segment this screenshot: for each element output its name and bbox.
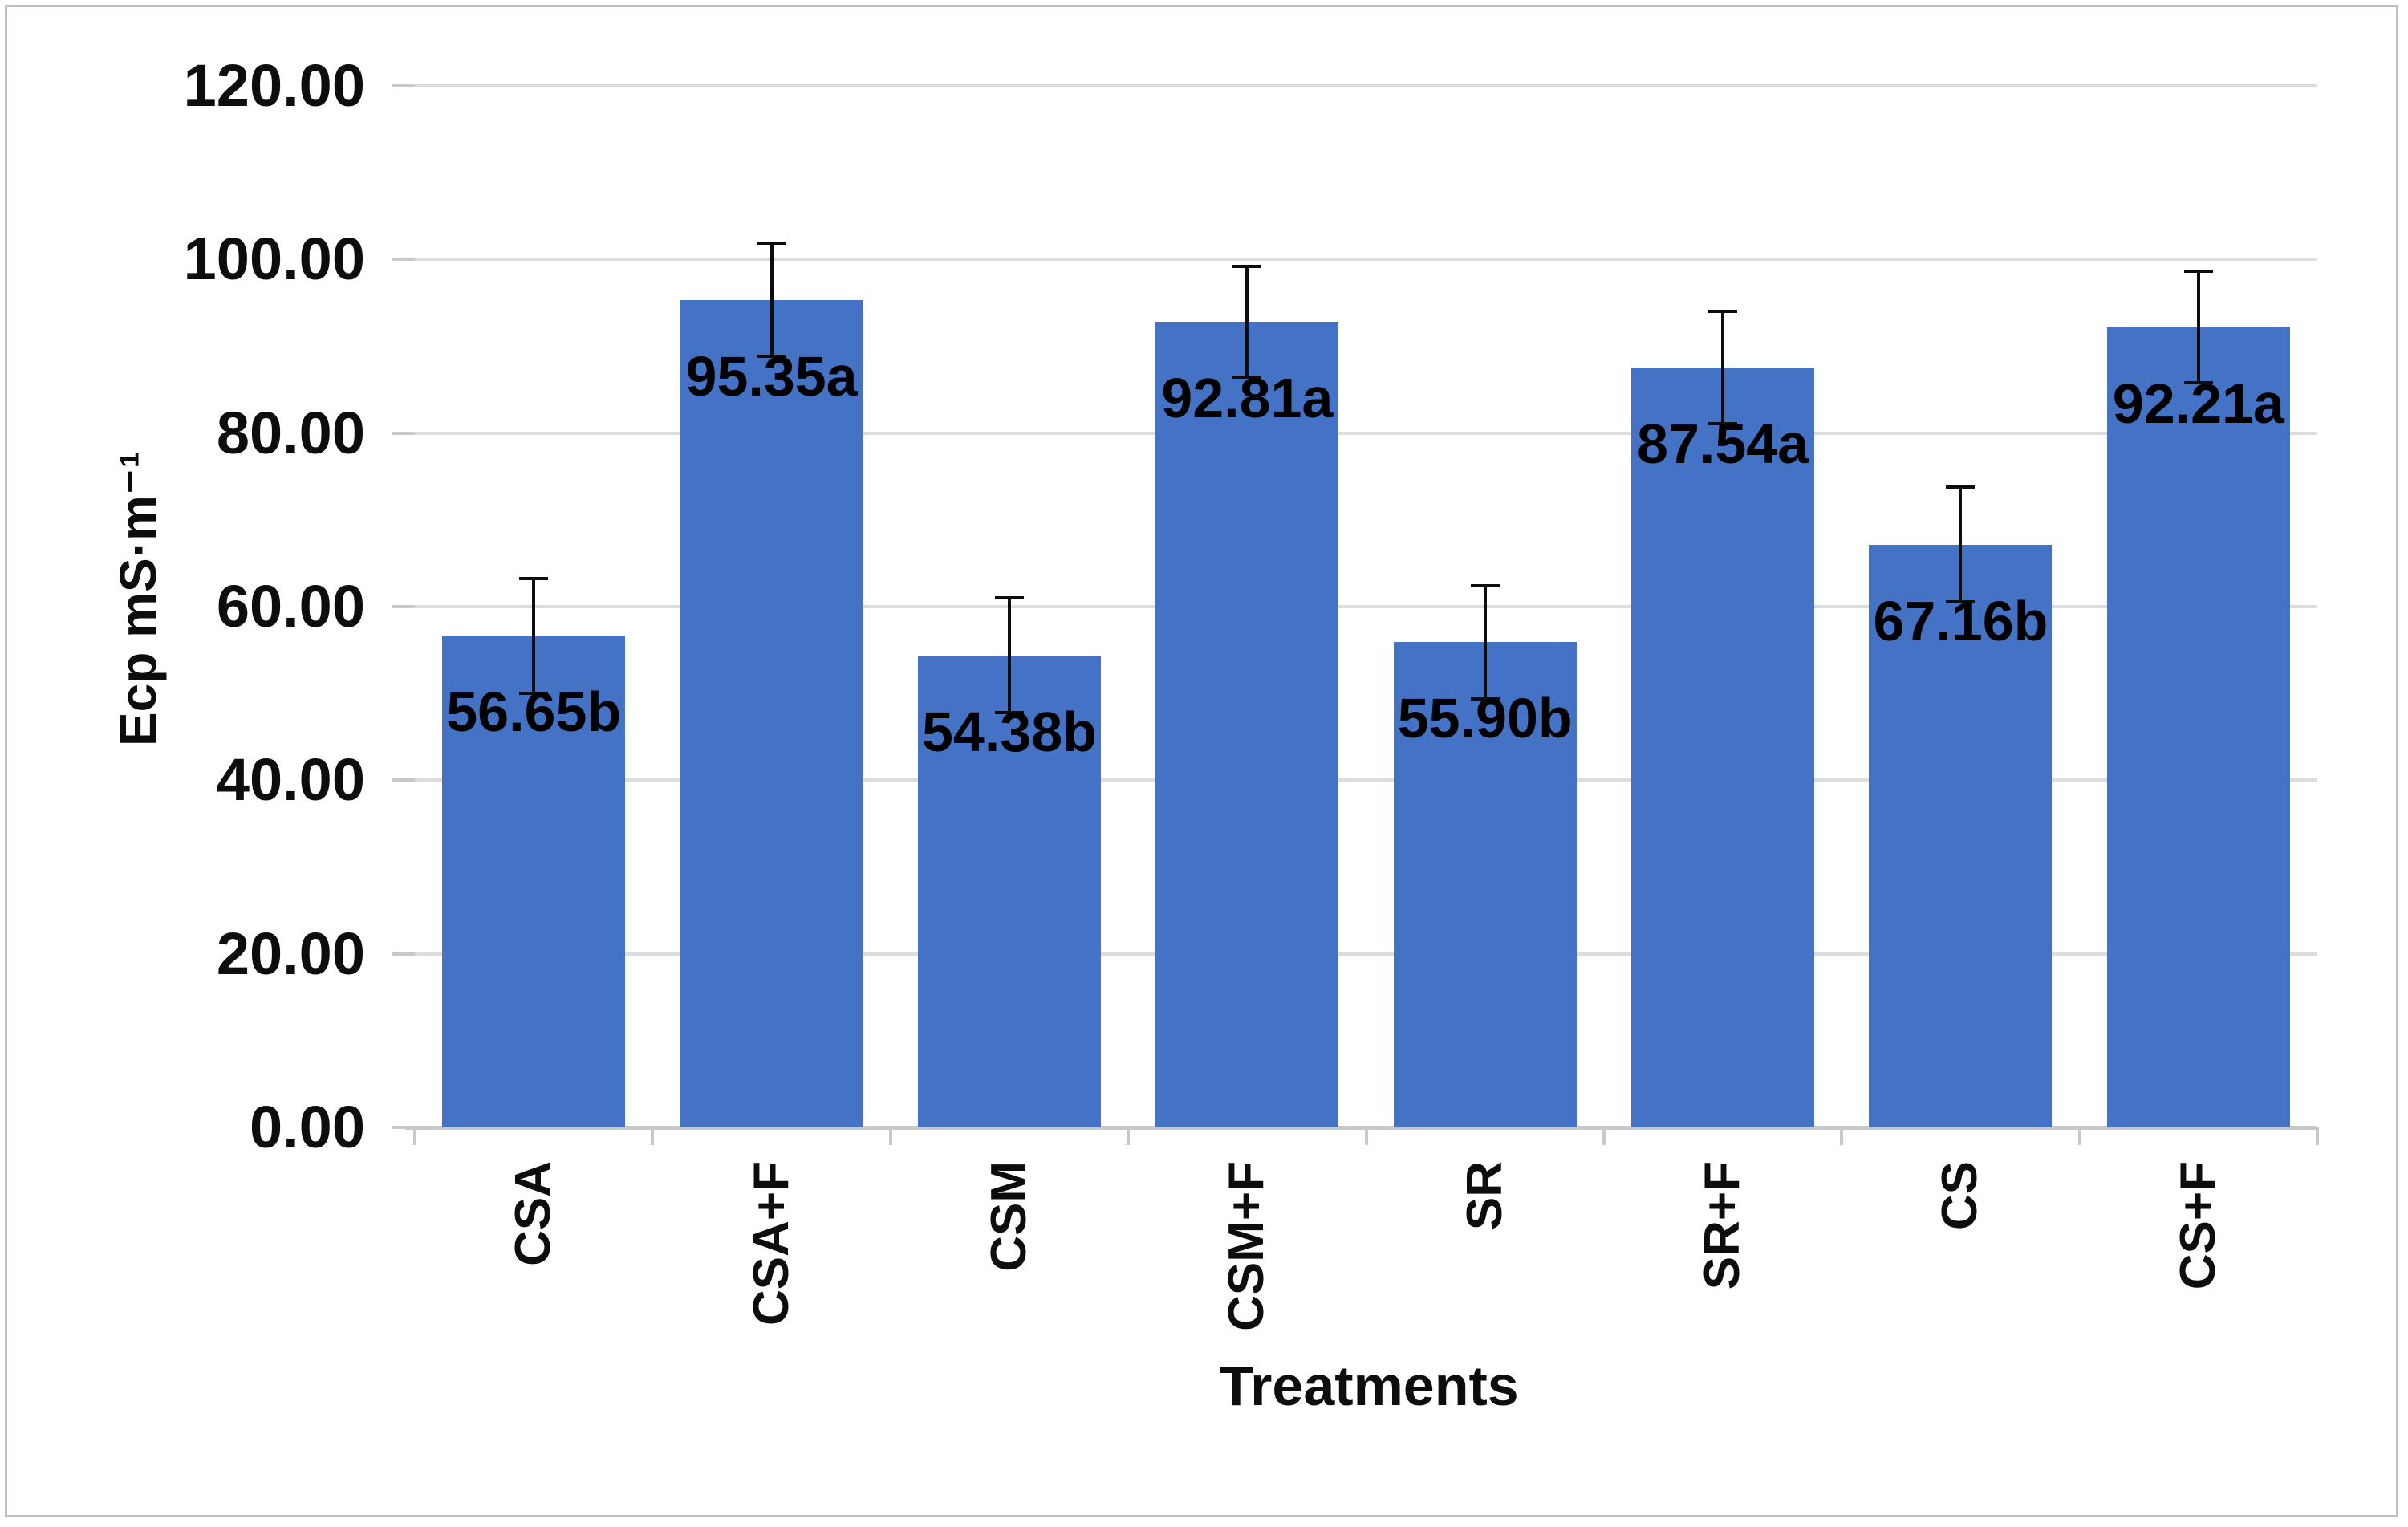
bar <box>917 655 1101 1127</box>
bar <box>442 636 626 1127</box>
bar-value-label: 92.81a <box>1161 367 1334 430</box>
error-bar-top-cap <box>994 596 1024 600</box>
error-bar <box>1959 487 1963 602</box>
bar-value-label: 87.54a <box>1637 412 1809 476</box>
y-tick-label: 20.00 <box>216 920 365 987</box>
x-category-label: SR <box>1456 1161 1513 1231</box>
bar <box>1155 322 1339 1127</box>
y-axis-tick <box>392 605 415 608</box>
error-bar-top-cap <box>2183 270 2213 274</box>
bar-value-label: 92.21a <box>2112 372 2284 435</box>
y-gridline <box>415 431 2317 435</box>
y-axis-tick <box>392 84 415 87</box>
error-bar <box>2196 271 2200 383</box>
error-bar-top-cap <box>757 241 786 245</box>
error-bar <box>1721 311 1725 424</box>
error-bar-top-cap <box>1232 264 1262 268</box>
x-axis-title: Treatments <box>1219 1354 1519 1417</box>
y-tick-label: 80.00 <box>216 399 365 466</box>
error-bar-top-cap <box>1708 309 1738 313</box>
bar-value-label: 67.16b <box>1873 589 2049 652</box>
x-axis-tick <box>2316 1127 2319 1145</box>
y-gridline <box>415 778 2317 782</box>
y-tick-label: 60.00 <box>216 573 365 640</box>
x-category-label: CSA <box>506 1161 562 1266</box>
error-bar <box>1483 586 1487 699</box>
y-tick-label: 120.00 <box>183 52 365 119</box>
x-axis-tick <box>888 1127 892 1145</box>
x-category-label: CS <box>1932 1161 1988 1231</box>
error-bar-bottom-cap <box>1470 696 1500 701</box>
x-category-label: CSM <box>981 1161 1037 1272</box>
bar <box>1869 544 2053 1127</box>
y-axis-tick <box>392 431 415 435</box>
error-bar-bottom-cap <box>994 711 1024 715</box>
y-tick-label: 40.00 <box>216 746 365 814</box>
y-axis-title: Ecp mS·m⁻¹ <box>109 450 167 747</box>
y-gridline <box>415 84 2317 87</box>
error-bar-bottom-cap <box>2183 380 2213 384</box>
error-bar-top-cap <box>1470 584 1500 588</box>
bar-value-label: 54.38b <box>921 700 1097 763</box>
x-axis-tick <box>1840 1127 1844 1145</box>
error-bar <box>1007 598 1011 713</box>
y-axis-tick <box>392 952 415 956</box>
bar-value-label: 56.65b <box>446 680 622 744</box>
error-bar-bottom-cap <box>519 691 549 695</box>
y-axis-tick <box>392 778 415 782</box>
x-axis-tick <box>2077 1127 2081 1145</box>
y-axis-tick <box>392 1126 415 1129</box>
bar <box>2106 327 2290 1127</box>
y-gridline <box>415 258 2317 262</box>
error-bar-top-cap <box>1946 485 1976 489</box>
x-category-label: CSA+F <box>743 1161 799 1326</box>
x-axis-tick <box>1127 1127 1131 1145</box>
bar-value-label: 55.90b <box>1397 687 1573 750</box>
y-gridline <box>415 605 2317 608</box>
y-tick-label: 100.00 <box>183 225 365 293</box>
error-bar-bottom-cap <box>1946 599 1976 603</box>
x-category-label: CS+F <box>2170 1161 2226 1290</box>
error-bar <box>770 242 774 357</box>
y-gridline <box>415 952 2317 956</box>
error-bar-bottom-cap <box>757 355 786 359</box>
x-category-label: CSM+F <box>1219 1161 1275 1331</box>
error-bar-bottom-cap <box>1232 376 1262 380</box>
error-bar-top-cap <box>519 576 549 580</box>
bar <box>1631 368 1815 1127</box>
y-tick-label: 0.00 <box>249 1094 365 1160</box>
bar-value-label: 95.35a <box>685 344 858 408</box>
error-bar <box>532 578 536 693</box>
error-bar-bottom-cap <box>1708 422 1738 426</box>
x-axis-tick <box>413 1127 416 1145</box>
bar <box>1393 642 1577 1127</box>
x-category-label: SR+F <box>1695 1161 1751 1290</box>
bar <box>680 299 863 1127</box>
x-axis-tick <box>1364 1127 1368 1145</box>
x-axis-tick <box>651 1127 655 1145</box>
y-axis-tick <box>392 258 415 262</box>
error-bar <box>1245 266 1249 378</box>
x-axis-tick <box>1602 1127 1606 1145</box>
x-axis-line <box>405 1126 2317 1130</box>
